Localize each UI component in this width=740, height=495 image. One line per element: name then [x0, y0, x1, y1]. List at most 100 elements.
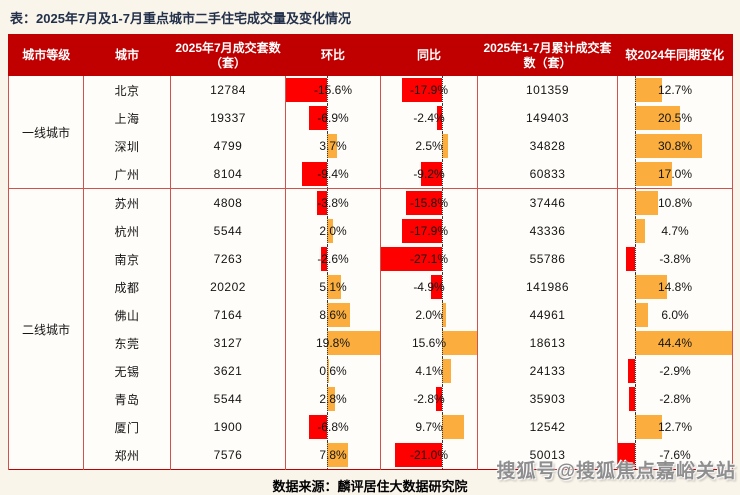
cum-volume: 24133	[477, 357, 618, 385]
header-yoy: 同比	[380, 34, 478, 76]
vs2024-bar-cell: -2.9%	[617, 357, 733, 385]
vs2024-value: 14.8%	[657, 280, 693, 294]
zero-axis-line	[441, 329, 443, 357]
negative-data-bar	[435, 387, 442, 411]
vs2024-value: -2.8%	[659, 392, 691, 406]
vs2024-value: -2.9%	[659, 364, 691, 378]
cum-volume: 50013	[477, 441, 618, 470]
cum-volume: 55786	[477, 245, 618, 273]
zero-axis-line	[327, 273, 329, 301]
positive-data-bar	[327, 443, 349, 467]
positive-data-bar	[634, 303, 648, 327]
cum-volume: 18613	[477, 329, 618, 357]
yoy-value: -2.4%	[413, 111, 445, 125]
header-vs2024: 较2024年同期变化	[617, 34, 733, 76]
july-volume: 4808	[170, 188, 286, 217]
july-volume: 7164	[170, 301, 286, 329]
yoy-value: -21.0%	[409, 448, 449, 462]
negative-data-bar	[421, 162, 442, 186]
vs2024-bar-cell: 4.7%	[617, 217, 733, 245]
header-city: 城市	[83, 34, 171, 76]
zero-axis-line	[441, 76, 443, 104]
positive-data-bar	[634, 275, 668, 299]
yoy-bar-cell: -15.8%	[380, 188, 478, 217]
yoy-value: -15.8%	[409, 196, 449, 210]
mom-bar-cell: 2.8%	[285, 385, 381, 413]
mom-value: 8.6%	[319, 308, 347, 322]
zero-axis-line	[441, 301, 443, 329]
zero-axis-line	[634, 104, 636, 132]
yoy-bar-cell: -2.4%	[380, 104, 478, 132]
negative-data-bar	[401, 78, 442, 102]
negative-data-bar	[381, 247, 442, 271]
vs2024-bar-cell: 10.8%	[617, 188, 733, 217]
table-row: 广州 8104 -9.4% -9.2% 60833 17.0%	[9, 160, 733, 189]
zero-axis-line	[634, 413, 636, 441]
watermark: 搜狐号@搜狐焦点嘉峪关站	[496, 461, 736, 482]
zero-axis-line	[441, 357, 443, 385]
header-row: 城市等级 城市 2025年7月成交套数（套） 环比 同比 2025年1-7月累计…	[8, 34, 733, 76]
mom-value: -3.8%	[317, 196, 349, 210]
zero-axis-line	[634, 76, 636, 104]
vs2024-value: -7.6%	[659, 448, 691, 462]
july-volume: 3127	[170, 329, 286, 357]
vs2024-bar-cell: 30.8%	[617, 132, 733, 160]
mom-value: 0.6%	[319, 364, 347, 378]
zero-axis-line	[441, 273, 443, 301]
mom-value: -6.8%	[317, 420, 349, 434]
table-row: 南京 7263 -2.6% -27.1% 55786 -3.8%	[9, 245, 733, 273]
zero-axis-line	[634, 329, 636, 357]
tier-label: 一线城市	[8, 76, 84, 189]
cum-volume: 37446	[477, 188, 618, 217]
yoy-bar-cell: 15.6%	[380, 329, 478, 357]
negative-data-bar	[618, 443, 635, 467]
table-row: 青岛 5544 2.8% -2.8% 35903 -2.8%	[9, 385, 733, 413]
negative-data-bar	[401, 219, 442, 243]
cum-volume: 141986	[477, 273, 618, 301]
mom-bar-cell: 3.7%	[285, 132, 381, 160]
vs2024-bar-cell: -3.8%	[617, 245, 733, 273]
mom-bar-cell: 5.1%	[285, 273, 381, 301]
city-name: 东莞	[83, 329, 171, 357]
city-name: 青岛	[83, 385, 171, 413]
zero-axis-line	[441, 160, 443, 188]
negative-data-bar	[436, 106, 442, 130]
zero-axis-line	[327, 413, 329, 441]
zero-axis-line	[634, 132, 636, 160]
negative-data-bar	[394, 443, 442, 467]
negative-data-bar	[430, 275, 442, 299]
city-name: 杭州	[83, 217, 171, 245]
yoy-value: -9.2%	[413, 167, 445, 181]
vs2024-bar-cell: 20.5%	[617, 104, 733, 132]
mom-value: 5.1%	[319, 280, 347, 294]
negative-data-bar	[317, 191, 328, 215]
positive-data-bar	[634, 219, 645, 243]
negative-data-bar	[309, 106, 328, 130]
yoy-value: -27.1%	[409, 252, 449, 266]
vs2024-value: 4.7%	[661, 224, 689, 238]
zero-axis-line	[441, 132, 443, 160]
vs2024-bar-cell: -2.8%	[617, 385, 733, 413]
july-volume: 1900	[170, 413, 286, 441]
vs2024-bar-cell: 12.7%	[617, 413, 733, 441]
page-title: 表：2025年7月及1-7月重点城市二手住宅成交量及变化情况	[10, 11, 351, 26]
zero-axis-line	[441, 413, 443, 441]
positive-data-bar	[441, 134, 448, 158]
city-name: 苏州	[83, 188, 171, 217]
mom-value: 3.7%	[319, 139, 347, 153]
vs2024-bar-cell: 14.8%	[617, 273, 733, 301]
mom-bar-cell: -15.6%	[285, 76, 381, 104]
yoy-value: 9.7%	[415, 420, 443, 434]
negative-data-bar	[302, 162, 328, 186]
yoy-bar-cell: 2.0%	[380, 301, 478, 329]
mom-bar-cell: 8.6%	[285, 301, 381, 329]
zero-axis-line	[634, 301, 636, 329]
mom-value: -6.9%	[317, 111, 349, 125]
vs2024-value: 10.8%	[657, 196, 693, 210]
yoy-bar-cell: 4.1%	[380, 357, 478, 385]
zero-axis-line	[441, 245, 443, 273]
positive-data-bar	[634, 191, 659, 215]
zero-axis-line	[634, 189, 636, 217]
mom-bar-cell: -3.8%	[285, 188, 381, 217]
positive-data-bar	[327, 134, 338, 158]
